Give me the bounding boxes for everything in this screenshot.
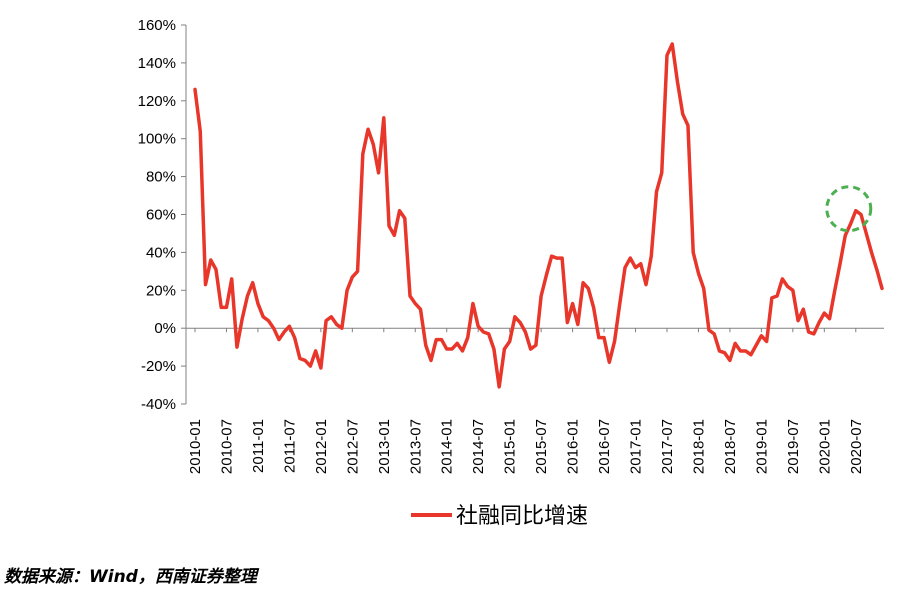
x-tick-label: 2010-07 [218,419,235,474]
x-tick-label: 2018-01 [690,419,707,474]
y-tick-label: -20% [141,358,176,375]
x-tick-label: 2015-07 [533,419,550,474]
y-tick-label: 20% [146,282,176,299]
y-tick-label: -40% [141,396,176,413]
x-tick-label: 2010-01 [187,419,204,474]
x-tick-label: 2020-01 [816,419,833,474]
x-tick-label: 2016-01 [565,419,582,474]
y-tick-label: 0% [154,320,176,337]
y-tick-label: 160% [138,17,176,34]
source-note: 数据来源：Wind，西南证券整理 [4,567,257,587]
x-tick-label: 2013-07 [407,419,424,474]
x-tick-label: 2019-07 [785,419,802,474]
x-tick-label: 2018-07 [722,419,739,474]
x-tick-label: 2017-07 [659,419,676,474]
x-tick-label: 2014-01 [439,419,456,474]
x-tick-label: 2019-01 [753,419,770,474]
x-tick-label: 2020-07 [848,419,865,474]
highlight-circle [825,185,873,233]
x-tick-label: 2017-01 [628,419,645,474]
y-tick-label: 60% [146,207,176,224]
series-line-social-financing-growth [193,42,884,389]
x-tick-label: 2014-07 [470,419,487,474]
legend-label: 社融同比增速 [456,504,588,529]
y-tick-label: 80% [146,169,176,186]
y-tick-label: 40% [146,244,176,261]
line-chart: 160% 140% 120% 100% 80% 60% 40% 20% 0% -20% -40% 2… [138,17,884,529]
x-tick-label: 2012-07 [344,419,361,474]
x-tick-label: 2011-07 [281,419,298,473]
y-tick-label: 140% [138,55,176,72]
x-tick-label: 2016-07 [596,419,613,474]
x-tick-label: 2011-01 [250,419,267,473]
x-tick-label: 2015-01 [502,419,519,474]
y-tick-label: 100% [138,131,176,148]
x-tick-label: 2013-01 [376,419,393,474]
x-tick-label: 2012-01 [313,419,330,474]
x-axis: 2010-01 2010-07 2011-01 2011-07 2012-01 2012-… [186,327,884,474]
y-tick-label: 120% [138,93,176,110]
y-axis: 160% 140% 120% 100% 80% 60% 40% 20% 0% -20% -40% [138,17,187,413]
series-layer [193,42,884,389]
legend: 社融同比增速 [411,504,588,529]
